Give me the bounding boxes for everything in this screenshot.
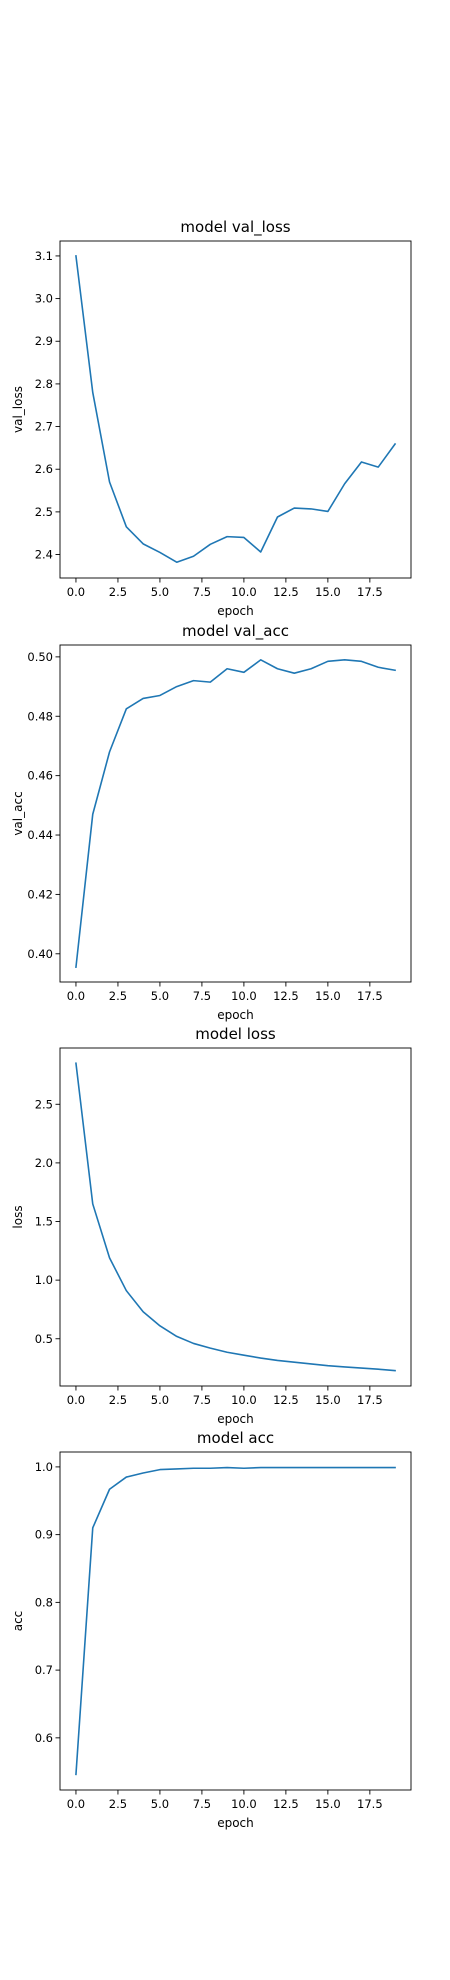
series-line — [75, 255, 397, 564]
y-axis-label: val_acc — [11, 791, 25, 835]
plot-frame — [59, 644, 412, 983]
x-axis-label: epoch — [217, 1816, 254, 1830]
y-tick-label: 0.6 — [35, 1731, 53, 1745]
chart-title: model val_acc — [182, 622, 289, 641]
y-tick-label: 2.6 — [35, 462, 53, 476]
x-tick-label: 0.0 — [67, 1393, 85, 1407]
chart-val-acc: model val_acc epoch val_acc 0.0 2.5 5.0 7.5… — [11, 622, 412, 1022]
x-tick-label: 2.5 — [109, 1393, 127, 1407]
x-tick-label: 10.0 — [231, 989, 257, 1003]
y-tick-label: 0.7 — [35, 1663, 53, 1677]
y-tick-label: 3.0 — [35, 292, 53, 306]
y-tick-label: 0.42 — [27, 887, 53, 901]
y-tick-label: 0.44 — [27, 828, 53, 842]
y-tick-label: 3.1 — [35, 249, 53, 263]
x-tick-label: 17.5 — [357, 585, 383, 599]
y-tick-label: 2.0 — [35, 1156, 53, 1170]
plot-frame — [59, 240, 412, 579]
x-tick-label: 2.5 — [109, 989, 127, 1003]
x-tick-label: 0.0 — [67, 585, 85, 599]
x-tick-label: 17.5 — [357, 1393, 383, 1407]
x-tick-label: 15.0 — [315, 585, 341, 599]
x-tick-label: 7.5 — [193, 585, 211, 599]
y-tick-label: 0.46 — [27, 769, 53, 783]
series-line — [75, 1062, 396, 1372]
chart-title: model acc — [197, 1429, 274, 1447]
y-axis-label: acc — [11, 1611, 25, 1632]
x-tick-label: 10.0 — [231, 1797, 257, 1811]
x-tick-label: 0.0 — [67, 1797, 85, 1811]
x-tick-label: 5.0 — [151, 989, 169, 1003]
series-line — [75, 659, 396, 969]
plot-frame — [59, 1451, 412, 1791]
y-tick-label: 2.5 — [35, 1097, 53, 1111]
x-axis-label: epoch — [217, 1008, 254, 1022]
y-tick-label: 1.0 — [35, 1460, 53, 1474]
x-tick-label: 12.5 — [273, 1393, 299, 1407]
x-axis-label: epoch — [217, 604, 254, 618]
y-axis-label: loss — [11, 1205, 25, 1228]
y-tick-label: 1.0 — [35, 1273, 53, 1287]
chart-val-loss: model val_loss epoch val_loss 0.0 2.5 5.0 7… — [11, 218, 412, 618]
y-tick-label: 2.7 — [35, 420, 53, 434]
y-tick-label: 2.8 — [35, 377, 53, 391]
chart-title: model loss — [195, 1025, 276, 1043]
x-tick-label: 7.5 — [193, 989, 211, 1003]
x-tick-label: 10.0 — [231, 1393, 257, 1407]
y-tick-label: 2.5 — [35, 505, 53, 519]
x-tick-label: 2.5 — [109, 1797, 127, 1811]
x-tick-label: 5.0 — [151, 585, 169, 599]
chart-title: model val_loss — [180, 218, 290, 237]
y-tick-label: 0.48 — [27, 709, 53, 723]
chart-loss: model loss epoch loss 0.0 2.5 5.0 7.5 10.0 12… — [11, 1025, 412, 1426]
x-tick-label: 15.0 — [315, 1797, 341, 1811]
x-tick-label: 12.5 — [273, 585, 299, 599]
y-tick-label: 0.9 — [35, 1528, 53, 1542]
x-tick-label: 7.5 — [193, 1797, 211, 1811]
x-tick-label: 0.0 — [67, 989, 85, 1003]
x-tick-label: 2.5 — [109, 585, 127, 599]
x-tick-label: 5.0 — [151, 1393, 169, 1407]
chart-acc: model acc epoch acc 0.0 2.5 5.0 7.5 10.0 12.5… — [11, 1429, 412, 1830]
x-tick-label: 5.0 — [151, 1797, 169, 1811]
y-tick-label: 2.4 — [35, 548, 53, 562]
y-tick-label: 0.40 — [27, 947, 53, 961]
y-tick-label: 0.50 — [27, 650, 53, 664]
y-tick-label: 0.8 — [35, 1595, 53, 1609]
y-tick-label: 0.5 — [35, 1332, 53, 1346]
x-tick-label: 12.5 — [273, 989, 299, 1003]
x-tick-label: 17.5 — [357, 989, 383, 1003]
x-tick-label: 12.5 — [273, 1797, 299, 1811]
x-tick-label: 17.5 — [357, 1797, 383, 1811]
y-tick-label: 2.9 — [35, 334, 53, 348]
plot-frame — [59, 1047, 412, 1387]
x-axis-label: epoch — [217, 1412, 254, 1426]
x-tick-label: 7.5 — [193, 1393, 211, 1407]
x-tick-label: 10.0 — [231, 585, 257, 599]
x-tick-label: 15.0 — [315, 1393, 341, 1407]
x-tick-label: 15.0 — [315, 989, 341, 1003]
y-axis-label: val_loss — [11, 386, 25, 433]
y-tick-label: 1.5 — [35, 1215, 53, 1229]
series-line — [75, 1466, 396, 1776]
